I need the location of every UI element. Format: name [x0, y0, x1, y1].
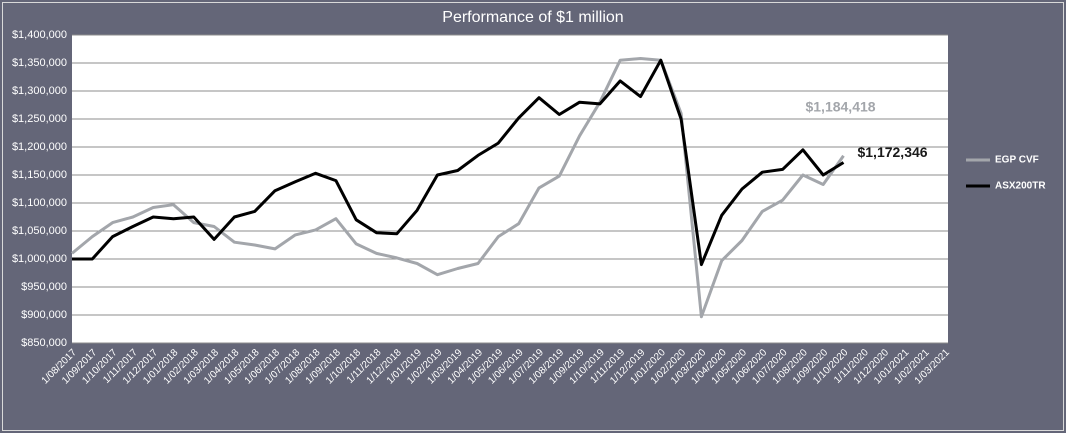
y-tick-label: $1,300,000	[12, 85, 67, 97]
y-tick-label: $1,050,000	[12, 225, 67, 237]
y-tick-label: $1,250,000	[12, 113, 67, 125]
y-tick-label: $1,100,000	[12, 197, 67, 209]
legend-label: EGP CVF	[995, 155, 1039, 166]
plot-area	[72, 35, 948, 343]
y-tick-label: $850,000	[21, 337, 67, 349]
legend-label: ASX200TR	[995, 181, 1046, 192]
series-line	[72, 58, 845, 267]
y-tick-label: $900,000	[21, 309, 67, 321]
y-tick-label: $1,400,000	[12, 29, 67, 41]
y-tick-label: $950,000	[21, 281, 67, 293]
chart-title: Performance of $1 million	[442, 9, 623, 26]
y-tick-label: $1,200,000	[12, 141, 67, 153]
y-tick-label: $1,000,000	[12, 253, 67, 265]
y-tick-label: $1,350,000	[12, 57, 67, 69]
end-label: $1,184,418	[805, 98, 875, 114]
end-label: $1,172,346	[857, 144, 927, 160]
y-tick-label: $1,150,000	[12, 169, 67, 181]
